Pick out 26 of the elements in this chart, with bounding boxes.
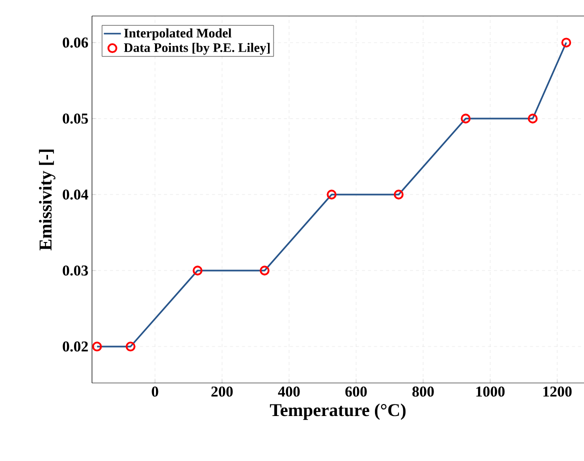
point (192, 266, 202, 276)
y-tick-label: 0.06 (62, 38, 88, 48)
point (460, 114, 471, 124)
point (126, 342, 136, 352)
point (528, 114, 538, 124)
y-tick-label: 0.04 (62, 189, 88, 200)
y-tick-label: 0.03 (62, 265, 88, 276)
y-tick-label: 0.02 (62, 341, 88, 352)
line-series (96, 42, 568, 348)
y-tick-label: 0.05 (62, 113, 88, 124)
point (92, 342, 102, 352)
y-axis-title: Emissivity [-] (38, 150, 56, 250)
x-tick-label: 0 (152, 386, 158, 397)
x-tick-label: 600 (345, 386, 367, 397)
point (394, 190, 404, 200)
legend-label: Data Points [by P.E. Liley] (124, 42, 270, 55)
legend-label: Interpolated Model (124, 28, 232, 40)
x-tick-label: 1000 (476, 386, 505, 397)
x-tick-label: 200 (211, 386, 233, 397)
point (260, 266, 270, 276)
point (326, 190, 337, 200)
point (561, 38, 572, 48)
x-axis-title: Temperature (°C) (270, 404, 406, 420)
x-tick-label: 1200 (543, 386, 572, 397)
x-tick-label: 400 (278, 386, 300, 397)
x-tick-label: 800 (412, 386, 434, 397)
